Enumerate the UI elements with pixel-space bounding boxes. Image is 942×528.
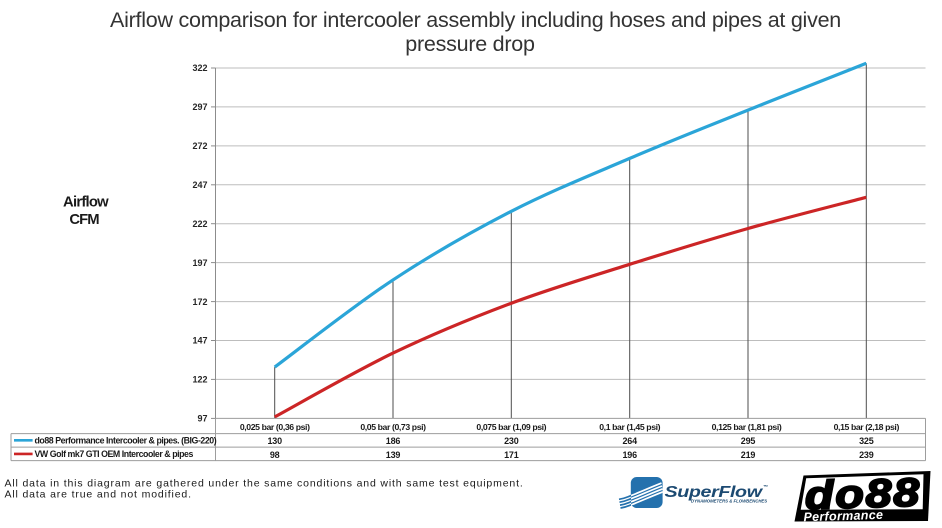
svg-text:272: 272 — [192, 141, 207, 151]
svg-text:186: 186 — [386, 436, 401, 446]
svg-text:230: 230 — [504, 436, 519, 446]
svg-text:pressure drop: pressure drop — [405, 32, 535, 56]
svg-text:247: 247 — [192, 180, 207, 190]
svg-text:do88 Performance Intercooler &: do88 Performance Intercooler & pipes. (B… — [35, 435, 217, 445]
svg-text:295: 295 — [741, 436, 756, 446]
svg-text:All data in this diagram are g: All data in this diagram are gathered un… — [5, 478, 524, 490]
svg-text:264: 264 — [622, 436, 637, 446]
svg-text:0,125 bar (1,81 psi): 0,125 bar (1,81 psi) — [712, 422, 782, 432]
svg-text:197: 197 — [192, 258, 207, 268]
svg-text:All data are true and not modi: All data are true and not modified. — [5, 489, 192, 501]
svg-text:222: 222 — [192, 219, 207, 229]
svg-text:0,05 bar (0,73 psi): 0,05 bar (0,73 psi) — [360, 422, 426, 432]
svg-text:do88: do88 — [804, 471, 922, 519]
svg-text:322: 322 — [192, 63, 207, 73]
svg-text:172: 172 — [192, 297, 207, 307]
svg-text:DYNAMOMETERS & FLOWBENCHES: DYNAMOMETERS & FLOWBENCHES — [691, 498, 767, 503]
svg-text:98: 98 — [270, 450, 280, 460]
svg-text:™: ™ — [763, 485, 768, 491]
svg-text:122: 122 — [192, 375, 207, 385]
svg-text:Airflow: Airflow — [63, 194, 109, 210]
svg-text:130: 130 — [267, 436, 282, 446]
svg-text:SuperFlow: SuperFlow — [665, 483, 764, 500]
svg-text:147: 147 — [192, 336, 207, 346]
svg-text:VW Golf mk7 GTI OEM Intercoole: VW Golf mk7 GTI OEM Intercooler & pipes — [35, 449, 194, 459]
svg-text:171: 171 — [504, 450, 519, 460]
svg-text:Performance: Performance — [803, 508, 883, 524]
svg-text:239: 239 — [859, 450, 874, 460]
svg-text:0,1 bar (1,45 psi): 0,1 bar (1,45 psi) — [599, 422, 660, 432]
svg-text:CFM: CFM — [69, 212, 99, 228]
svg-text:219: 219 — [741, 450, 756, 460]
svg-text:0,075 bar (1,09 psi): 0,075 bar (1,09 psi) — [476, 422, 546, 432]
svg-text:196: 196 — [622, 450, 637, 460]
svg-text:Airflow comparison for interco: Airflow comparison for intercooler assem… — [110, 8, 841, 32]
svg-text:0,025 bar (0,36 psi): 0,025 bar (0,36 psi) — [240, 422, 310, 432]
svg-text:139: 139 — [386, 450, 401, 460]
svg-text:0,15 bar (2,18 psi): 0,15 bar (2,18 psi) — [834, 422, 900, 432]
svg-text:297: 297 — [192, 102, 207, 112]
svg-text:325: 325 — [859, 436, 874, 446]
svg-text:97: 97 — [197, 414, 207, 424]
